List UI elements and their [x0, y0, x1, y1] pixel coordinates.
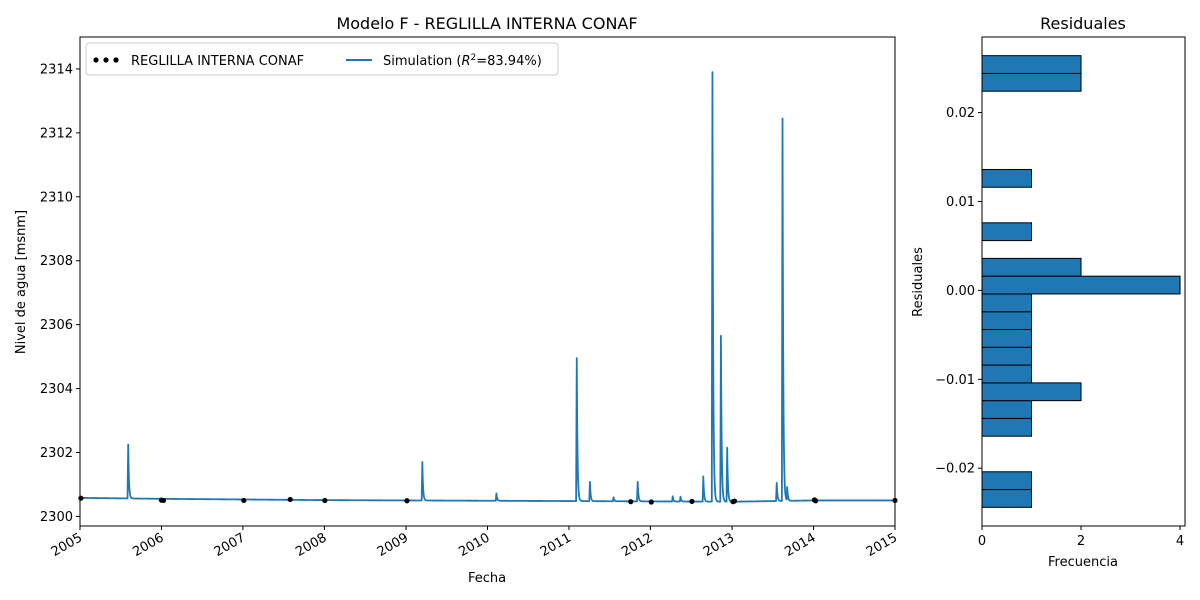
- hist-bar: [981, 346, 1033, 366]
- legend-observed-dot: [113, 57, 119, 63]
- hist-bar: [981, 382, 1082, 402]
- hist-bar: [981, 168, 1033, 188]
- hist-bar: [981, 311, 1033, 331]
- legend-observed-marker: [93, 57, 119, 63]
- hist-x-tick-label: 2: [1077, 534, 1085, 549]
- observed-point: [628, 499, 634, 505]
- legend-observed-dot: [93, 57, 99, 63]
- main-x-axis-label: Fecha: [468, 571, 506, 586]
- main-y-tick-label: 2310: [40, 190, 73, 205]
- hist-bars: [981, 55, 1181, 508]
- main-y-axis-ticks: 2300 2302 2304 2306 2308 2310 2312 2314: [40, 62, 80, 525]
- main-chart-title: Modelo F - REGLILLA INTERNA CONAF: [336, 14, 637, 33]
- main-y-tick-label: 2308: [40, 254, 73, 269]
- legend-observed-label: REGLILLA INTERNA CONAF: [131, 54, 304, 69]
- legend-r-symbol: R: [461, 54, 470, 69]
- observed-point: [812, 498, 819, 504]
- main-y-tick-label: 2304: [40, 382, 73, 397]
- main-y-tick-label: 2300: [40, 510, 73, 525]
- hist-plot-frame: [981, 36, 1186, 527]
- main-y-axis-label: Nivel de agua [msnm]: [14, 210, 29, 354]
- observed-point: [241, 497, 247, 504]
- legend-simulation-label-prefix: Simulation (: [383, 54, 461, 69]
- hist-y-tick-label: −0.02: [935, 462, 975, 477]
- hist-bar: [981, 329, 1033, 348]
- observed-point: [322, 497, 328, 504]
- hist-x-tick-label: 0: [978, 534, 986, 549]
- observed-point: [731, 498, 738, 504]
- hist-y-tick-label: 0.01: [946, 195, 975, 210]
- hist-bar: [981, 400, 1033, 419]
- hist-y-axis-label: Residuales: [911, 247, 926, 317]
- hist-bar: [981, 364, 1033, 384]
- main-y-tick-label: 2302: [40, 446, 73, 461]
- main-plot-area: [78, 71, 898, 505]
- residuals-histogram: Residuales −0.02 −0.01 0.00 0.01 0.02 0 2 4 Fr…: [911, 14, 1186, 570]
- observed-point: [648, 499, 654, 505]
- hist-y-tick-label: 0.02: [946, 106, 975, 121]
- hist-bar: [981, 471, 1033, 491]
- hist-bar: [981, 222, 1033, 242]
- hist-x-axis-label: Frecuencia: [1048, 555, 1118, 570]
- observed-point: [404, 498, 410, 504]
- hist-x-axis-ticks: 0 2 4: [978, 526, 1184, 549]
- main-legend: REGLILLA INTERNA CONAF Simulation (R2=83…: [85, 42, 559, 76]
- hist-y-tick-label: −0.01: [935, 373, 975, 388]
- simulation-line: [79, 71, 896, 503]
- hist-bar: [981, 55, 1082, 74]
- main-y-tick-label: 2314: [40, 62, 73, 77]
- hist-bar: [981, 417, 1033, 437]
- main-y-tick-label: 2306: [40, 318, 73, 333]
- legend-r-exponent: 2: [471, 53, 477, 63]
- observed-point: [78, 495, 84, 501]
- hist-bar: [981, 72, 1082, 92]
- main-y-tick-label: 2312: [40, 126, 73, 141]
- legend-simulation-label: Simulation (R2=83.94%): [383, 53, 542, 69]
- hist-bar: [981, 293, 1033, 313]
- legend-box: [85, 42, 559, 76]
- hist-y-axis-ticks: −0.02 −0.01 0.00 0.01 0.02: [935, 106, 982, 477]
- observed-point: [287, 496, 293, 503]
- hist-bar: [981, 257, 1082, 277]
- hist-x-tick-label: 4: [1176, 534, 1184, 549]
- legend-simulation-label-suffix: =83.94%): [476, 54, 542, 69]
- observed-point: [689, 498, 695, 504]
- legend-observed-dot: [103, 57, 109, 63]
- hist-title: Residuales: [1040, 14, 1126, 33]
- observed-point: [160, 497, 167, 504]
- hist-y-tick-label: 0.00: [946, 284, 975, 299]
- hist-bar: [981, 489, 1033, 508]
- hist-bar: [981, 275, 1181, 295]
